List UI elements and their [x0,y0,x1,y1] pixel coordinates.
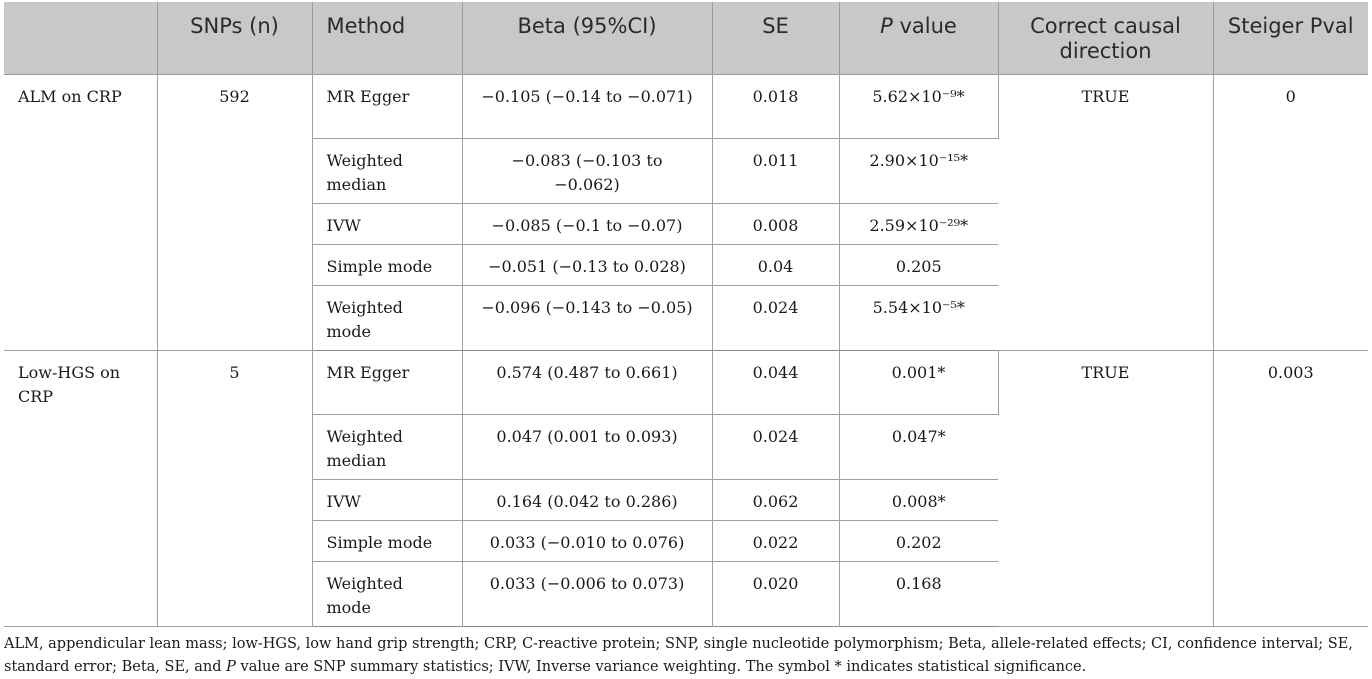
cell-se: 0.044 [712,350,840,415]
cell-beta: −0.105 (−0.14 to −0.071) [462,74,713,139]
cell-method: Weighted mode [312,561,463,627]
cell-beta: 0.047 (0.001 to 0.093) [462,414,713,480]
cell-method: Weighted median [312,414,463,480]
cell-exposure: Low-HGS on CRP [4,350,158,627]
cell-snps: 592 [157,74,313,351]
header-snps: SNPs (n) [157,2,313,75]
cell-method: Simple mode [312,244,463,286]
cell-steiger: 0 [1213,74,1368,351]
cell-se: 0.062 [712,479,840,521]
cell-pvalue: 5.54×10⁻⁵* [839,285,998,351]
header-method: Method [312,2,463,75]
cell-direction: TRUE [998,74,1214,351]
cell-pvalue: 0.047* [839,414,998,480]
table-wrapper: SNPs (n) Method Beta (95%CI) SE P value … [4,2,1368,679]
header-beta: Beta (95%CI) [462,2,713,75]
table-row: Weighted median 0.047 (0.001 to 0.093) 0… [4,414,1368,480]
table-row: IVW −0.085 (−0.1 to −0.07) 0.008 2.59×10… [4,203,1368,245]
cell-method: MR Egger [312,74,463,139]
footnote-p-italic: P [226,658,236,675]
cell-se: 0.008 [712,203,840,245]
table-row: ALM on CRP 592 MR Egger −0.105 (−0.14 to… [4,74,1368,351]
table-row: Simple mode 0.033 (−0.010 to 0.076) 0.02… [4,520,1368,562]
cell-se: 0.018 [712,74,840,139]
cell-beta: 0.164 (0.042 to 0.286) [462,479,713,521]
table-footnote: ALM, appendicular lean mass; low-HGS, lo… [4,633,1368,679]
footnote-part1: ALM, appendicular lean mass; low-HGS, lo… [4,635,1358,675]
cell-pvalue: 5.62×10⁻⁹* [839,74,999,139]
cell-pvalue: 2.90×10⁻¹⁵* [839,138,998,204]
cell-pvalue: 0.205 [839,244,998,286]
cell-method: IVW [312,203,463,245]
cell-beta: −0.083 (−0.103 to −0.062) [462,138,713,204]
mr-results-table: SNPs (n) Method Beta (95%CI) SE P value … [4,2,1368,627]
header-pvalue-italic: P [880,14,893,38]
header-direction: Correct causal direction [998,2,1214,75]
header-row: SNPs (n) Method Beta (95%CI) SE P value … [4,2,1368,75]
cell-beta: 0.033 (−0.010 to 0.076) [462,520,713,562]
cell-method: Simple mode [312,520,463,562]
table-row: Weighted mode −0.096 (−0.143 to −0.05) 0… [4,285,1368,351]
cell-beta: −0.051 (−0.13 to 0.028) [462,244,713,286]
cell-se: 0.024 [712,414,840,480]
table-row: Weighted median −0.083 (−0.103 to −0.062… [4,138,1368,204]
cell-pvalue: 0.001* [839,350,999,415]
cell-beta: −0.085 (−0.1 to −0.07) [462,203,713,245]
cell-pvalue: 0.168 [839,561,998,627]
footnote-part2: value are SNP summary statistics; IVW, I… [235,658,1087,675]
cell-direction: TRUE [998,350,1214,627]
cell-snps: 5 [157,350,313,627]
header-pvalue-rest: value [892,14,957,38]
cell-beta: −0.096 (−0.143 to −0.05) [462,285,713,351]
cell-se: 0.04 [712,244,840,286]
header-pvalue: P value [839,2,999,75]
cell-method: Weighted mode [312,285,463,351]
header-se: SE [712,2,840,75]
header-exposure [4,2,158,75]
cell-method: Weighted median [312,138,463,204]
table-row: Simple mode −0.051 (−0.13 to 0.028) 0.04… [4,244,1368,286]
cell-beta: 0.574 (0.487 to 0.661) [462,350,713,415]
table-row: Weighted mode 0.033 (−0.006 to 0.073) 0.… [4,561,1368,627]
cell-pvalue: 0.008* [839,479,998,521]
cell-method: MR Egger [312,350,463,415]
cell-se: 0.022 [712,520,840,562]
cell-method: IVW [312,479,463,521]
cell-steiger: 0.003 [1213,350,1368,627]
cell-exposure: ALM on CRP [4,74,158,351]
cell-pvalue: 0.202 [839,520,998,562]
table-row: Low-HGS on CRP 5 MR Egger 0.574 (0.487 t… [4,350,1368,627]
cell-se: 0.011 [712,138,840,204]
table-row: IVW 0.164 (0.042 to 0.286) 0.062 0.008* [4,479,1368,521]
cell-se: 0.024 [712,285,840,351]
cell-se: 0.020 [712,561,840,627]
header-steiger: Steiger Pval [1213,2,1368,75]
cell-pvalue: 2.59×10⁻²⁹* [839,203,998,245]
cell-beta: 0.033 (−0.006 to 0.073) [462,561,713,627]
